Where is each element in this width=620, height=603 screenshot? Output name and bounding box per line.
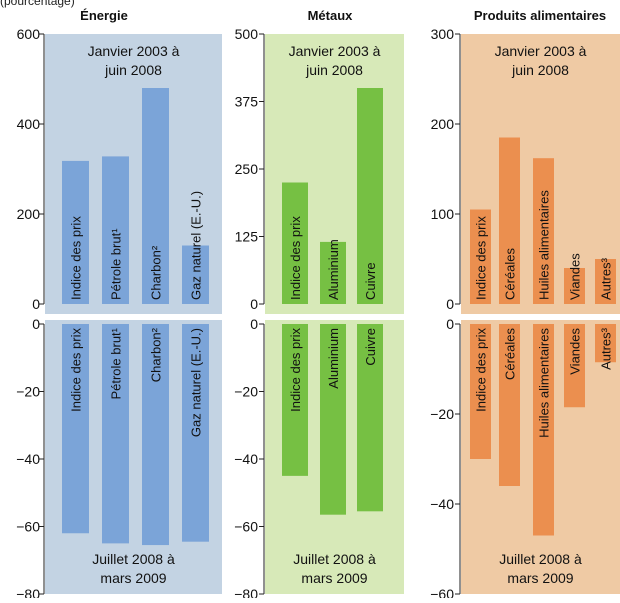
energie-bottom-tick-label: 0 — [32, 316, 40, 332]
aliments-top-tick-label: 200 — [431, 116, 455, 132]
aliments-bottom-category-label: Autres³ — [599, 327, 614, 370]
aliments-top-category-label: Viandes — [568, 253, 583, 300]
aliments-bottom-category-label: Viandes — [568, 328, 583, 375]
energie-bottom-bar-0 — [62, 324, 89, 534]
aliments-bottom-bar-4 — [595, 324, 616, 363]
energie-bottom-period-label: mars 2009 — [100, 570, 166, 586]
energie-bottom-category-label: Pétrole brut¹ — [109, 327, 124, 399]
energie-top-tick-label: 400 — [17, 116, 41, 132]
metaux-panel-title: Métaux — [308, 8, 354, 23]
energie-bottom-bar-3 — [182, 324, 209, 542]
metaux-bottom-bar-2 — [357, 324, 383, 512]
aliments-top-category-label: Céréales — [503, 247, 518, 300]
metaux-top-category-label: Aluminium — [326, 239, 341, 300]
metaux-bottom-period-label: mars 2009 — [301, 570, 367, 586]
energie-bottom-tick-label: −40 — [16, 451, 40, 467]
energie-panel-title: Énergie — [80, 8, 128, 23]
energie-top-tick-label: 200 — [17, 206, 41, 222]
aliments-top-category-label: Huiles alimentaires — [537, 190, 552, 300]
energie-bottom-period-label: Juillet 2008 à — [92, 551, 175, 567]
energie-top-category-label: Pétrole brut¹ — [109, 228, 124, 300]
metaux-bottom-category-label: Indice des prix — [288, 328, 303, 412]
aliments-top-category-label: Autres³ — [599, 257, 614, 300]
energie-bottom-bar-1 — [102, 324, 129, 544]
metaux-bottom-period-label: Juillet 2008 à — [293, 551, 376, 567]
aliments-top-bar-0 — [470, 209, 491, 304]
aliments-top-period-label: juin 2008 — [511, 62, 569, 78]
aliments-bottom-tick-label: 0 — [446, 316, 454, 332]
aliments-bottom-tick-label: −60 — [430, 586, 454, 598]
metaux-top-category-label: Cuivre — [363, 262, 378, 300]
aliments-top-bar-3 — [564, 268, 585, 304]
aliments-panel-title: Produits alimentaires — [474, 8, 606, 23]
energie-bottom-tick-label: −60 — [16, 519, 40, 535]
energie-bottom-category-label: Indice des prix — [69, 328, 84, 412]
energie-top-category-label: Gaz naturel (E.-U.) — [189, 191, 204, 300]
aliments-bottom-tick-label: −20 — [430, 406, 454, 422]
energie-bottom-tick-label: −80 — [16, 586, 40, 598]
energie-top-bar-1 — [102, 156, 129, 304]
metaux-bottom-tick-label: −80 — [234, 586, 258, 598]
metaux-bottom-tick-label: 0 — [250, 316, 258, 332]
energie-bottom-category-label: Charbon² — [149, 327, 164, 382]
aliments-bottom-period-label: mars 2009 — [507, 570, 573, 586]
metaux-top-bar-2 — [357, 88, 383, 304]
aliments-bottom-tick-label: −40 — [430, 496, 454, 512]
aliments-bottom-category-label: Huiles alimentaires — [537, 328, 552, 438]
energie-top-bar-0 — [62, 160, 89, 304]
metaux-top-category-label: Indice des prix — [288, 216, 303, 300]
metaux-top-tick-label: 0 — [250, 296, 258, 312]
energie-bottom-tick-label: −20 — [16, 384, 40, 400]
metaux-bottom-category-label: Cuivre — [363, 328, 378, 366]
units-note: (pourcentage) — [0, 0, 75, 8]
aliments-top-period-label: Janvier 2003 à — [495, 43, 587, 59]
energie-top-bar-2 — [142, 88, 169, 304]
aliments-top-bar-1 — [499, 137, 520, 304]
energie-top-category-label: Indice des prix — [69, 216, 84, 300]
energie-bottom-category-label: Gaz naturel (E.-U.) — [189, 328, 204, 437]
energie-bottom-bar-2 — [142, 324, 169, 546]
aliments-top-category-label: Indice des prix — [474, 216, 489, 300]
metaux-top-bar-1 — [320, 241, 346, 304]
metaux-bottom-category-label: Aluminium — [326, 328, 341, 389]
metaux-bottom-bar-1 — [320, 324, 346, 515]
aliments-top-bar-4 — [595, 259, 616, 304]
metaux-top-tick-label: 375 — [235, 94, 259, 110]
metaux-bottom-bar-0 — [282, 324, 308, 476]
metaux-top-period-label: juin 2008 — [305, 62, 363, 78]
energie-top-category-label: Charbon² — [149, 245, 164, 300]
energie-top-tick-label: 0 — [32, 296, 40, 312]
energie-top-period-label: juin 2008 — [104, 62, 162, 78]
aliments-bottom-bar-1 — [499, 324, 520, 486]
metaux-top-period-label: Janvier 2003 à — [289, 43, 381, 59]
aliments-top-bar-2 — [533, 158, 554, 304]
aliments-top-tick-label: 100 — [431, 206, 455, 222]
aliments-top-tick-label: 300 — [431, 26, 455, 42]
aliments-bottom-bar-3 — [564, 324, 585, 408]
metaux-top-tick-label: 125 — [235, 229, 259, 245]
metaux-top-tick-label: 250 — [235, 161, 259, 177]
aliments-bottom-category-label: Céréales — [503, 328, 518, 381]
aliments-bottom-bar-0 — [470, 324, 491, 459]
metaux-top-bar-0 — [282, 182, 308, 304]
energie-top-tick-label: 600 — [17, 26, 41, 42]
metaux-bottom-tick-label: −60 — [234, 519, 258, 535]
aliments-bottom-period-label: Juillet 2008 à — [499, 551, 582, 567]
metaux-bottom-tick-label: −40 — [234, 451, 258, 467]
aliments-bottom-bar-2 — [533, 324, 554, 536]
energie-top-bar-3 — [182, 245, 209, 304]
metaux-top-tick-label: 500 — [235, 26, 259, 42]
energie-top-period-label: Janvier 2003 à — [88, 43, 180, 59]
metaux-bottom-tick-label: −20 — [234, 384, 258, 400]
aliments-top-tick-label: 0 — [446, 296, 454, 312]
aliments-bottom-category-label: Indice des prix — [474, 328, 489, 412]
